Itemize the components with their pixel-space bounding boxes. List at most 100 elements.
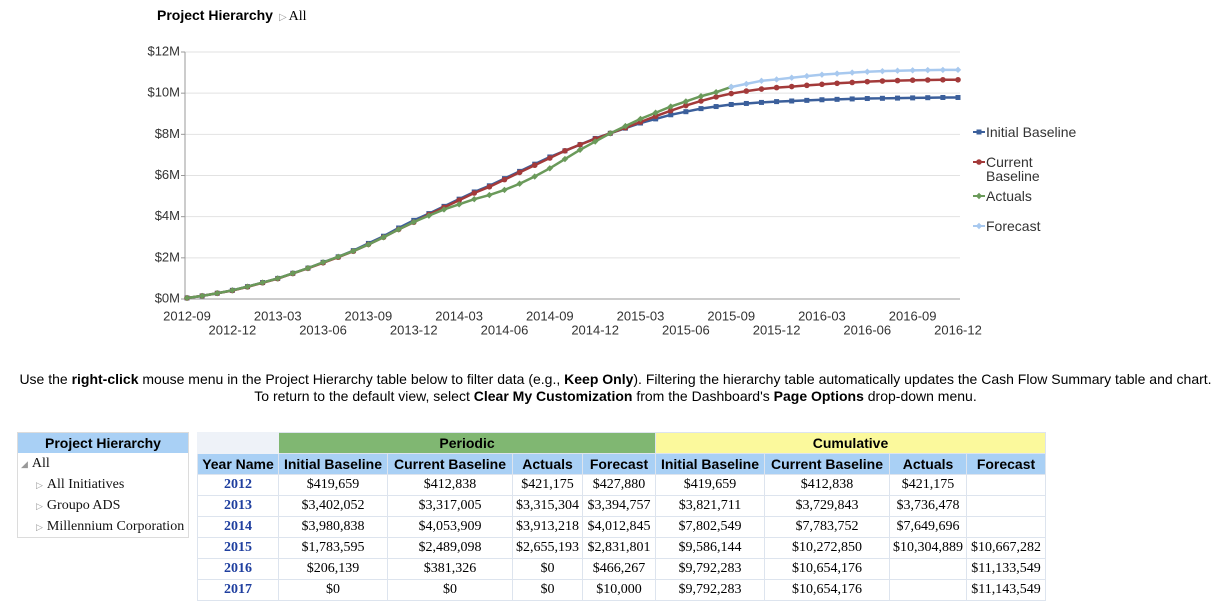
y-tick-label: $12M <box>147 43 180 58</box>
marker <box>547 155 553 161</box>
table-cell: $3,394,757 <box>582 495 656 517</box>
marker <box>819 97 825 103</box>
marker <box>183 294 191 302</box>
marker <box>289 270 297 277</box>
marker <box>652 113 659 120</box>
marker <box>849 96 855 102</box>
marker <box>894 77 901 84</box>
table-cell: $10,667,282 <box>966 537 1046 559</box>
expand-icon: ◢ <box>21 459 28 469</box>
marker <box>395 226 402 233</box>
series-line <box>730 68 959 89</box>
legend-swatch <box>973 129 985 135</box>
marker <box>501 186 508 194</box>
table-cell: $11,133,549 <box>966 558 1046 580</box>
column-header: Current Baseline <box>387 453 513 475</box>
year-cell: 2017 <box>197 579 279 601</box>
marker <box>425 212 433 219</box>
summary-table: Periodic Cumulative Year Name Initial Basel… <box>197 432 1046 601</box>
marker <box>789 98 795 104</box>
table-cell <box>889 558 967 580</box>
x-tick-label: 2013-03 <box>254 308 302 323</box>
marker <box>864 78 871 85</box>
column-header: Actuals <box>512 453 583 475</box>
hierarchy-label: Groupo ADS <box>46 498 121 513</box>
marker <box>637 115 644 123</box>
text: Clear My Customization <box>473 388 633 404</box>
column-header: Forecast <box>582 453 656 475</box>
instruction-line: To return to the default view, select Cl… <box>0 388 1231 404</box>
breadcrumb-current[interactable]: All <box>288 9 307 24</box>
marker <box>244 283 251 290</box>
marker <box>803 72 811 80</box>
column-row: Year Name Initial Baseline Current Baselin… <box>197 453 1046 475</box>
hierarchy-item[interactable]: ▷ Millennium Corporation <box>18 516 188 537</box>
text: from the Dashboard's <box>632 388 774 404</box>
table-cell: $381,326 <box>387 558 513 580</box>
column-header: Initial Baseline <box>655 453 765 475</box>
table-cell: $3,317,005 <box>387 495 513 517</box>
table-cell <box>966 495 1046 517</box>
legend: Initial Baseline Current Baseline Actuals F… <box>972 123 1083 247</box>
marker <box>939 66 947 74</box>
legend-swatch <box>973 192 985 200</box>
table-cell <box>889 579 967 601</box>
y-tick-label: $6M <box>155 167 180 182</box>
breadcrumb: Project Hierarchy ▷ All <box>157 7 307 25</box>
marker <box>652 109 659 116</box>
hierarchy-label: All Initiatives <box>46 477 125 492</box>
marker <box>516 180 523 187</box>
table-cell: $3,315,304 <box>512 495 583 517</box>
marker <box>698 98 704 104</box>
expand-icon: ▷ <box>36 480 43 490</box>
table-cell: $2,489,098 <box>387 537 513 559</box>
hierarchy-label: All <box>31 456 50 471</box>
marker <box>259 279 266 286</box>
table-cell: $4,053,909 <box>387 516 513 538</box>
marker <box>546 165 554 172</box>
table-cell: $9,586,144 <box>655 537 765 559</box>
marker <box>924 66 931 74</box>
marker <box>198 292 206 300</box>
group-row: Periodic Cumulative <box>197 432 1046 454</box>
hierarchy-item[interactable]: ◢ All <box>18 453 188 474</box>
y-tick-label: $8M <box>155 126 180 141</box>
marker <box>486 191 493 199</box>
year-cell: 2014 <box>197 516 279 538</box>
marker <box>804 97 810 103</box>
marker <box>788 74 795 81</box>
legend-item: Current Baseline <box>972 153 1083 187</box>
hierarchy-item[interactable]: ▷ Groupo ADS <box>18 495 188 516</box>
table-cell: $0 <box>278 579 388 601</box>
marker <box>879 78 886 84</box>
table-cell <box>966 474 1046 496</box>
y-tick-label: $4M <box>155 208 180 223</box>
marker <box>955 76 961 83</box>
x-tick-label: 2013-09 <box>345 308 393 323</box>
x-tick-label: 2012-09 <box>163 308 211 323</box>
table-cell: $7,649,696 <box>889 516 967 538</box>
marker <box>455 201 463 208</box>
legend-label: Forecast <box>986 218 1041 234</box>
text: mouse menu in the Project Hierarchy tabl… <box>138 371 565 387</box>
hierarchy-header: Project Hierarchy <box>18 433 188 453</box>
table-row: 2013 $3,402,052 $3,317,005 $3,315,304 $3,394… <box>197 495 1046 517</box>
marker <box>214 290 221 297</box>
table-cell: $3,736,478 <box>889 495 967 517</box>
x-tick-label: 2014-09 <box>526 308 574 323</box>
hierarchy-item[interactable]: ▷ All Initiatives <box>18 474 188 495</box>
group-header: Periodic <box>278 432 656 454</box>
marker <box>728 90 735 97</box>
year-cell: 2012 <box>197 474 279 496</box>
table-cell: $412,838 <box>764 474 890 496</box>
table-cell: $10,654,176 <box>764 558 890 580</box>
marker <box>925 95 931 101</box>
marker <box>804 82 810 89</box>
marker <box>561 155 569 163</box>
x-tick-label: 2015-12 <box>753 322 801 337</box>
marker <box>683 109 689 115</box>
table-cell: $2,655,193 <box>512 537 583 559</box>
marker <box>834 96 840 102</box>
chart: $0M$2M$4M$6M$8M$10M$12M2012-092012-12201… <box>147 43 981 337</box>
